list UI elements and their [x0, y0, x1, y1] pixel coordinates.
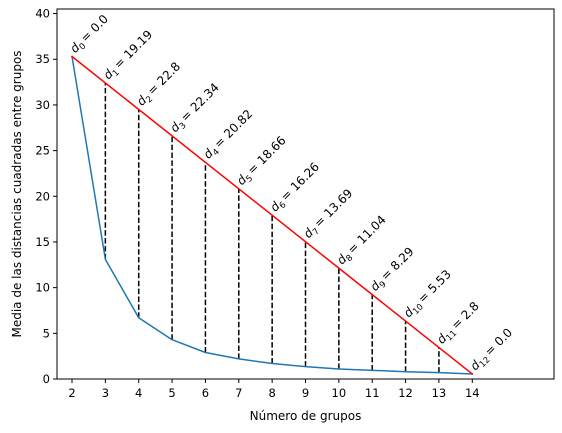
x-tick-label: 6 — [202, 386, 209, 400]
x-tick-label: 3 — [102, 386, 109, 400]
y-tick-label: 10 — [35, 281, 50, 295]
y-tick-label: 5 — [43, 326, 50, 340]
x-tick-label: 13 — [432, 386, 447, 400]
distance-subscript: 4 — [211, 147, 222, 158]
x-tick-label: 5 — [168, 386, 175, 400]
x-tick-label: 2 — [68, 386, 75, 400]
y-axis: 0 5 10 15 20 25 30 35 40 — [35, 7, 57, 386]
y-tick-label: 0 — [43, 372, 50, 386]
x-tick-label: 11 — [365, 386, 380, 400]
x-tick-label: 12 — [398, 386, 413, 400]
distance-subscript: 3 — [178, 121, 189, 132]
distance-subscript: 1 — [111, 68, 122, 79]
distance-subscript: 8 — [344, 253, 355, 264]
y-axis-label: Media de las distancias cuadradas entre … — [10, 50, 24, 337]
x-axis-label: Número de grupos — [250, 409, 362, 423]
distance-subscript: 6 — [278, 200, 289, 211]
x-tick-label: 9 — [302, 386, 309, 400]
reference-line — [70, 55, 474, 376]
x-tick-label: 4 — [135, 386, 142, 400]
y-tick-label: 35 — [35, 52, 50, 66]
x-tick-label: 10 — [332, 386, 347, 400]
series-lines — [70, 55, 474, 376]
y-tick-label: 30 — [35, 98, 50, 112]
distance-lines — [104, 82, 440, 373]
y-tick-label: 15 — [35, 235, 50, 249]
y-tick-label: 40 — [35, 7, 50, 21]
x-axis: 2 3 4 5 6 7 8 9 10 11 12 13 14 — [68, 379, 480, 400]
distance-subscript: 7 — [311, 227, 322, 238]
distance-subscript: 2 — [144, 94, 155, 105]
distance-subscript: 0 — [78, 41, 89, 52]
x-tick-label: 7 — [235, 386, 242, 400]
mean-distance-line — [71, 55, 474, 375]
x-tick-label: 8 — [268, 386, 275, 400]
x-tick-label: 14 — [465, 386, 480, 400]
distance-subscript: 5 — [244, 174, 255, 185]
y-tick-label: 25 — [35, 144, 50, 158]
y-tick-label: 20 — [35, 189, 50, 203]
distance-subscript: 9 — [378, 280, 389, 291]
